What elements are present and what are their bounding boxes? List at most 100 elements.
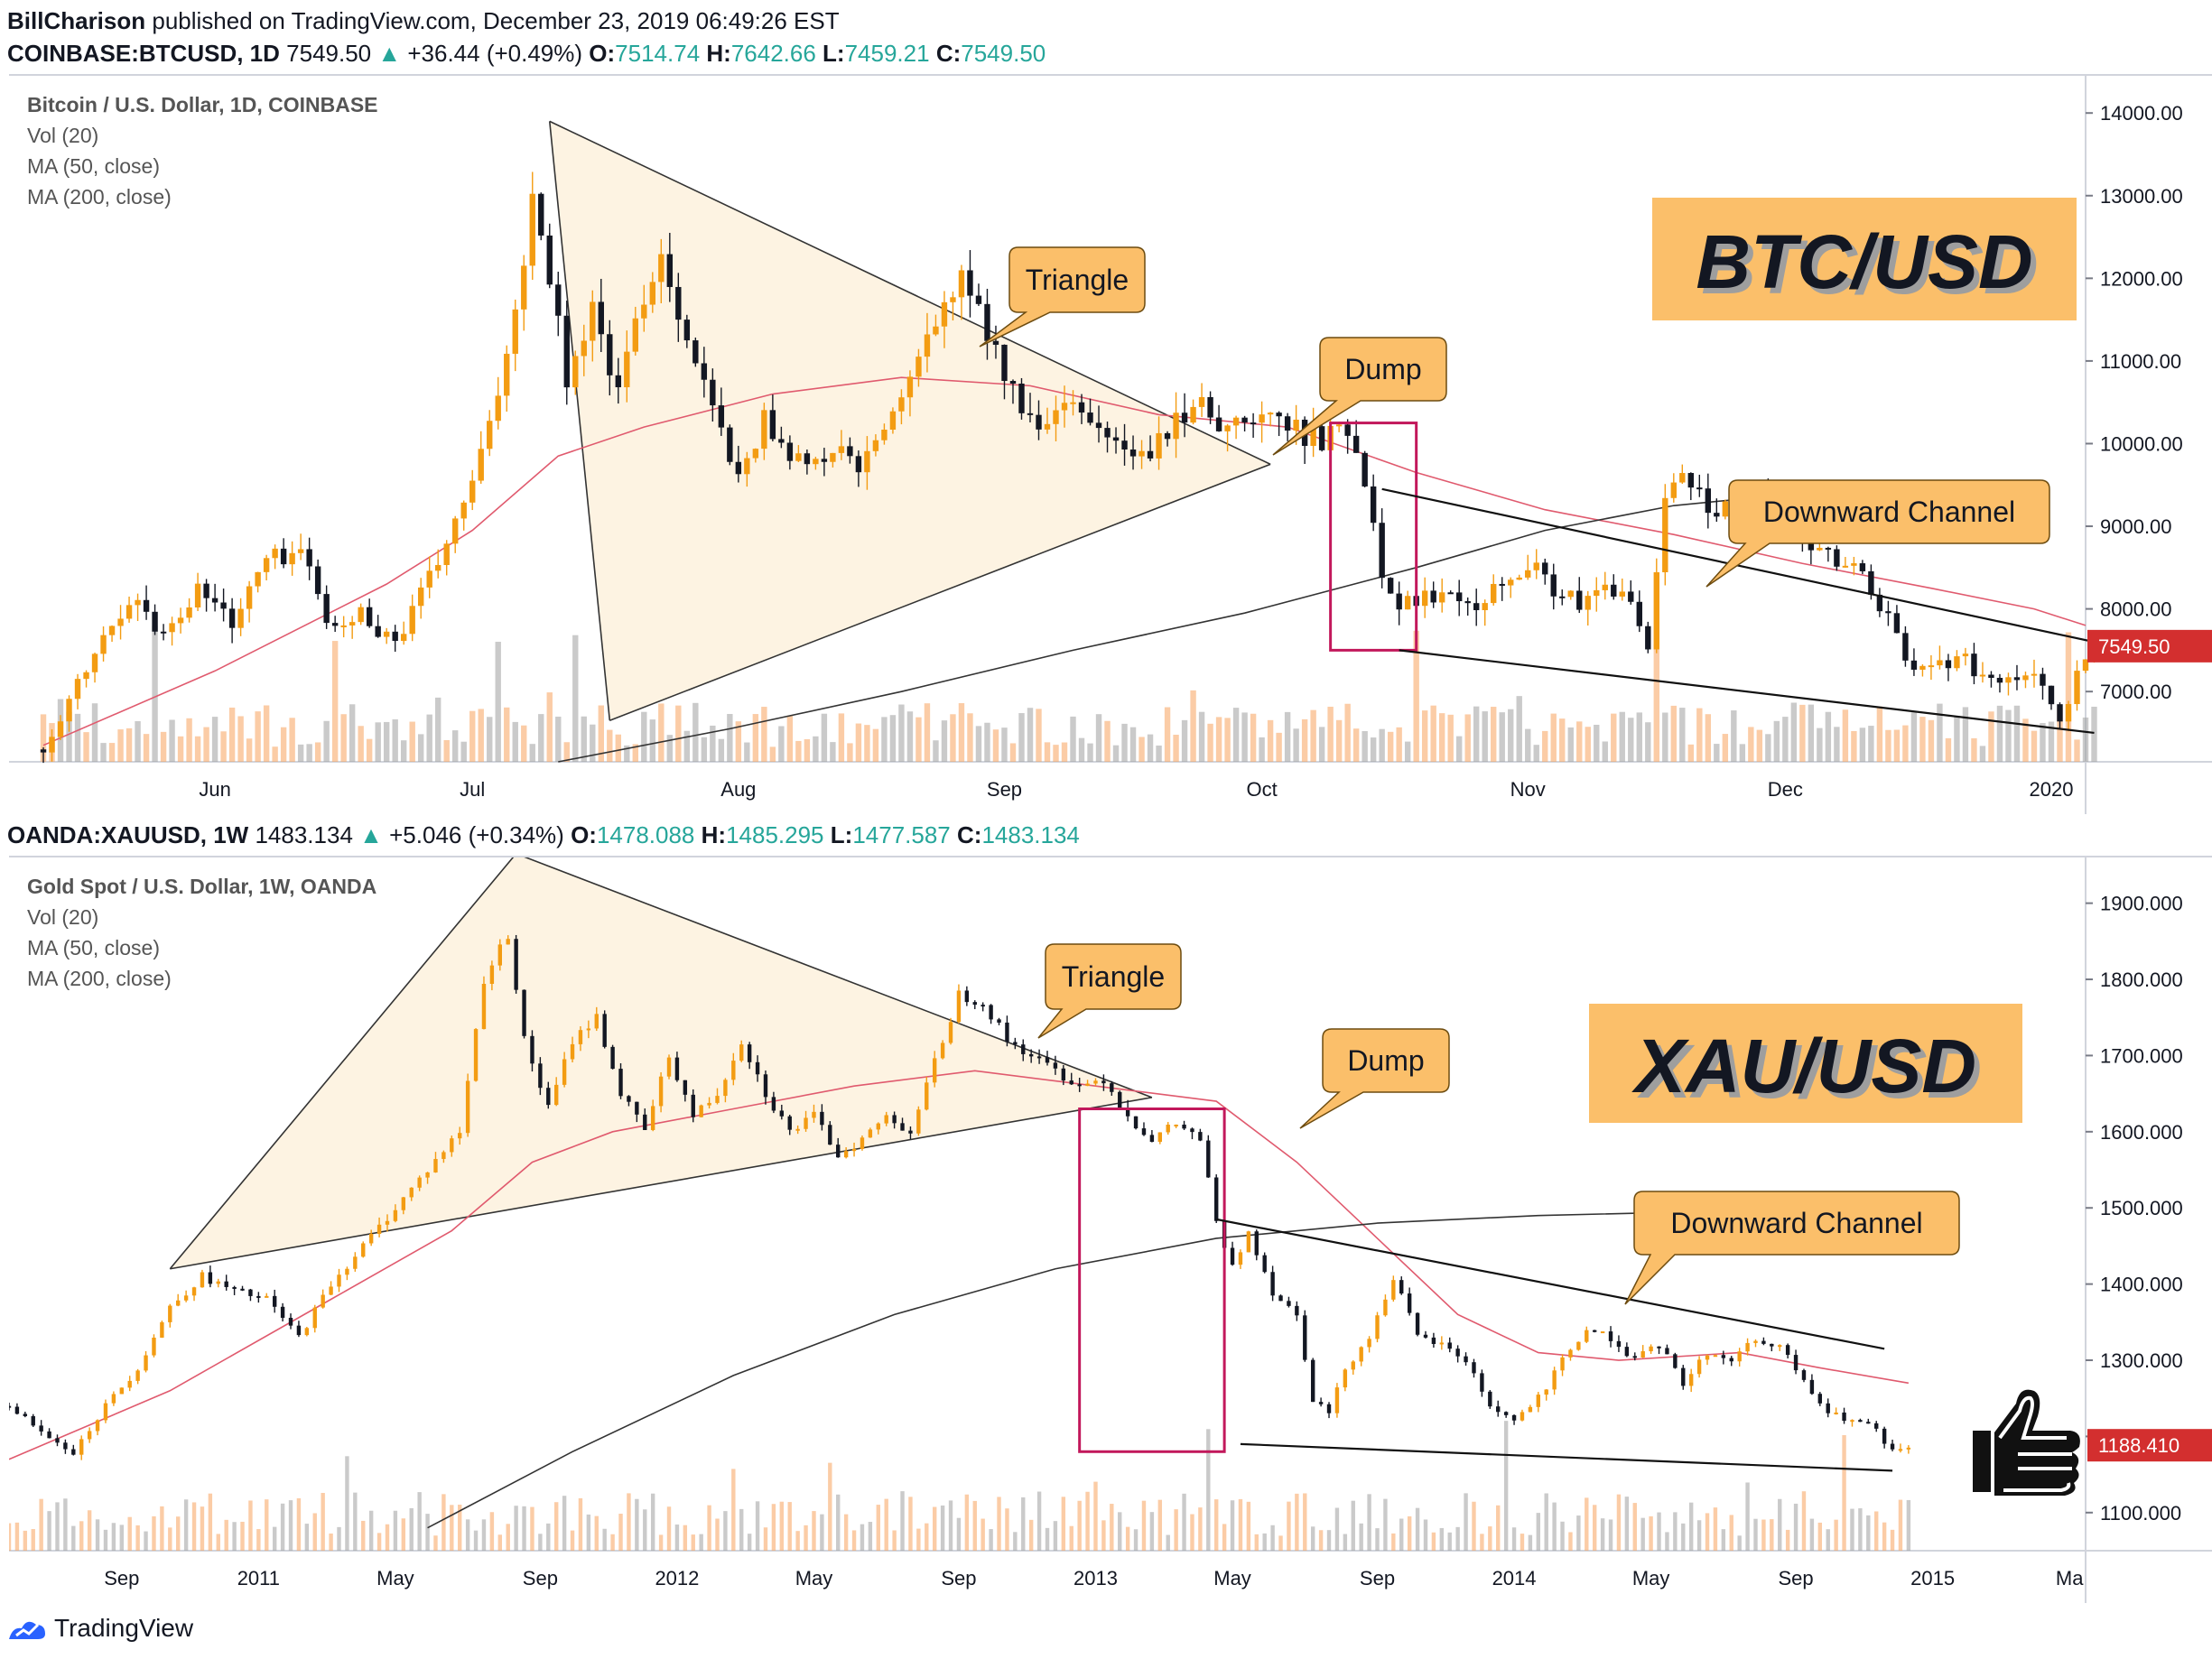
candle-body [323,594,330,624]
indicator-label: MA (50, close) [27,936,160,959]
volume-bar [1842,1434,1846,1551]
candle-body [1021,1044,1026,1054]
author-name[interactable]: BillCharison [7,7,146,34]
btc-chart-panel[interactable]: 14000.00 13000.00 12000.00 11000.00 10000.00… [9,74,2212,814]
volume-bar [39,1498,43,1551]
volume-bar [594,1515,599,1551]
volume-bar [2040,723,2046,762]
candle-body [337,1274,341,1287]
volume-bar [393,1510,398,1551]
candle-body [1979,674,1986,677]
volume-bar [1396,727,1402,762]
y-tick-label: 1900.000 [2100,893,2183,915]
y-tick-label: 11000.00 [2100,350,2181,373]
candle-body [723,1080,728,1097]
candle-body [340,625,347,627]
xau-open-label: O: [571,821,597,848]
annotation-callout: Downward Channel [1624,1191,1960,1305]
btc-symbol[interactable]: COINBASE:BTCUSD, 1D [7,40,280,67]
volume-bar [1511,1527,1517,1551]
triangle-trendline [169,853,517,1270]
candle-body [1036,414,1042,430]
volume-bar [1118,1512,1122,1551]
indicator-label: MA (200, close) [27,185,172,209]
candle-body [1027,412,1034,415]
candle-body [353,1256,358,1269]
candle-body [296,1325,302,1336]
candle-body [368,1233,374,1244]
tradingview-footer[interactable]: TradingView [7,1614,193,1643]
candle-body [183,1295,189,1301]
volume-bar [1447,1532,1452,1551]
volume-bar [331,641,339,762]
callout-text: Dump [1344,353,1421,385]
volume-bar [1528,1534,1533,1551]
candle-body [383,631,390,637]
volume-bar [1937,703,1943,762]
volume-bar [1696,708,1703,762]
symbol-watermark-box [1652,198,2077,320]
volume-bar [465,1519,470,1551]
volume-bar [1174,1509,1178,1551]
candle-body [1705,1355,1710,1360]
candle-body [572,356,579,388]
candle-body [906,376,914,398]
volume-bar [1624,1497,1630,1551]
candle-body [763,1074,768,1098]
volume-bar [1359,1523,1363,1551]
candle-body [1645,626,1651,650]
callout-text: Downward Channel [1763,496,2015,528]
volume-bar [1885,729,1891,762]
volume-bar [1785,1529,1790,1551]
volume-bar [144,1531,148,1551]
candle-body [329,1286,333,1295]
candle-body [1480,1373,1484,1392]
candle-body [602,1014,607,1047]
volume-bar [2022,718,2029,762]
candle-body [1533,562,1539,570]
volume-bar [1874,1511,1879,1551]
volume-bar [47,1511,51,1551]
volume-bar [237,716,244,762]
volume-bar [1737,1535,1742,1551]
volume-bar [1705,1513,1710,1551]
y-tick-label: 1800.000 [2100,969,2183,991]
volume-bar [1653,644,1659,762]
candle-body [1110,1083,1114,1092]
candle-body [1093,1080,1098,1084]
btc-chart-svg[interactable]: 14000.00 13000.00 12000.00 11000.00 10000.00… [9,76,2212,814]
candle-body [838,446,845,453]
volume-bar [1464,714,1471,762]
volume-bar [1568,1532,1573,1551]
candle-body [1181,412,1188,423]
volume-bar [787,1502,792,1551]
volume-bar [385,1524,390,1551]
volume-bar [812,1511,816,1551]
volume-bar [2082,717,2089,762]
candle-body [1447,592,1454,595]
volume-bar [1157,1499,1163,1551]
volume-bar [786,715,794,762]
volume-bar [345,1456,349,1551]
volume-bar [529,744,535,762]
candle-body [821,459,828,462]
volume-bar [1149,1512,1155,1551]
candle-body [691,1094,695,1117]
candle-body [1636,601,1642,626]
candle-body [417,1177,422,1188]
volume-bar [1491,707,1497,762]
volume-bar [1560,1521,1565,1551]
candle-body [847,446,853,457]
xau-chart-panel[interactable]: 1900.000 1800.000 1700.000 1600.000 1500.000… [6,853,2212,1603]
xau-symbol[interactable]: OANDA:XAUUSD, 1W [7,821,249,848]
y-tick-label: 1600.000 [2100,1121,2183,1144]
y-tick-label: 1100.000 [2100,1502,2181,1525]
candle-body [1141,1128,1147,1135]
volume-bar [1898,1499,1903,1551]
xau-chart-svg[interactable]: 1900.000 1800.000 1700.000 1600.000 1500.000… [6,853,2212,1603]
volume-bar [1078,737,1085,762]
candle-body [658,1076,664,1107]
channel-trendline [1240,1442,1893,1472]
candle-body [948,1022,953,1043]
candle-body [23,1413,28,1416]
